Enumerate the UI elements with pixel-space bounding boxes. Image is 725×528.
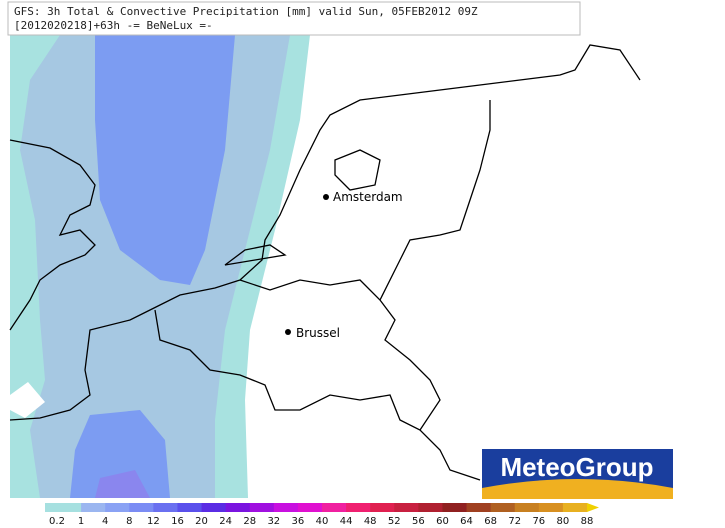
legend-segment — [514, 503, 540, 512]
legend-segment — [466, 503, 492, 512]
legend-tick-label: 44 — [340, 516, 353, 527]
legend-segment — [81, 503, 106, 512]
coast-uk — [9, 139, 96, 331]
legend-segment — [490, 503, 516, 512]
legend-tick-label: 28 — [243, 516, 256, 527]
legend-segment — [105, 503, 130, 512]
legend-segment — [201, 503, 227, 512]
ijsselmeer — [334, 149, 381, 191]
border-nl-de — [379, 100, 491, 301]
legend-tick-label: 76 — [532, 516, 545, 527]
legend-tick-label: 60 — [436, 516, 449, 527]
legend-segment — [249, 503, 275, 512]
legend-tick-label: 48 — [364, 516, 377, 527]
legend-segment — [297, 503, 323, 512]
header-run: [2012020218]+63h -= BeNeLux =- — [14, 19, 213, 32]
header-box — [7, 1, 581, 36]
legend-segment — [538, 503, 564, 512]
legend-segment — [57, 503, 82, 512]
logo-text: MeteoGroup — [500, 452, 653, 482]
legend-segment — [273, 503, 299, 512]
legend-tick-label: 24 — [219, 516, 232, 527]
border-be-nl-de — [239, 279, 441, 431]
coastlines — [9, 44, 641, 481]
legend-tick-label: 68 — [484, 516, 497, 527]
legend-tick-label: 16 — [171, 516, 184, 527]
city-label: Brussel — [296, 326, 340, 340]
legend: 0.2 1 4 8 12 16 20 24 28 32 36 40 44 48 52 56 60 64 68 72 76… — [45, 503, 599, 527]
zeeland — [224, 244, 287, 266]
legend-tick-label: 64 — [460, 516, 473, 527]
legend-tick-label: 0.2 — [49, 516, 65, 527]
legend-tick-label: 20 — [195, 516, 208, 527]
coast-nl — [239, 44, 641, 281]
precip-gap — [10, 382, 45, 418]
legend-tick-label: 12 — [147, 516, 160, 527]
legend-segment — [418, 503, 443, 512]
legend-tick-label: 8 — [126, 516, 132, 527]
coast-france — [9, 279, 241, 421]
legend-tick-label: 72 — [508, 516, 521, 527]
precip-blue — [70, 410, 170, 498]
header-title: GFS: 3h Total & Convective Precipitation… — [14, 5, 478, 18]
precip-blue — [95, 35, 235, 285]
legend-tick-label: 52 — [388, 516, 401, 527]
legend-segment — [442, 503, 468, 512]
legend-segment — [322, 503, 347, 512]
legend-tick-label: 36 — [292, 516, 305, 527]
border-fr-be — [154, 309, 481, 481]
legend-tick-label: 40 — [316, 516, 329, 527]
precip-purple — [95, 470, 150, 498]
legend-tick-label: 1 — [78, 516, 84, 527]
legend-tick-label: 4 — [102, 516, 108, 527]
legend-segment — [225, 503, 251, 512]
legend-segment — [346, 503, 371, 512]
legend-tick-label: 80 — [557, 516, 570, 527]
legend-segment — [153, 503, 178, 512]
legend-segment — [45, 503, 57, 512]
legend-segment — [370, 503, 395, 512]
legend-segment — [394, 503, 419, 512]
legend-tick-label: 88 — [581, 516, 594, 527]
city-label: Amsterdam — [333, 190, 403, 204]
logo-swoosh — [482, 479, 673, 499]
legend-tick-label: 56 — [412, 516, 425, 527]
city-dot — [323, 194, 329, 200]
legend-segment — [129, 503, 154, 512]
legend-tick-label: 32 — [267, 516, 280, 527]
legend-arrow — [587, 503, 599, 512]
legend-segment — [177, 503, 203, 512]
city-dot — [285, 329, 291, 335]
legend-segment — [562, 503, 588, 512]
